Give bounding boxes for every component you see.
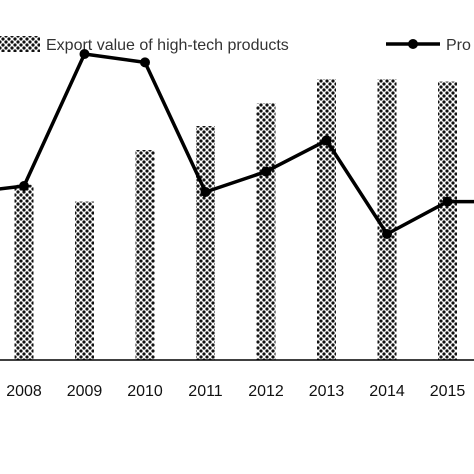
- bar-2011: [196, 126, 215, 360]
- bar-2014: [377, 79, 397, 360]
- x-tick-2012: 2012: [248, 383, 284, 400]
- x-tick-2010: 2010: [127, 383, 163, 400]
- x-tick-2011: 2011: [188, 383, 223, 400]
- line-series: [0, 49, 474, 239]
- line-point-2008: [19, 181, 29, 191]
- line-path: [0, 52, 474, 236]
- line-point-2013: [321, 135, 332, 146]
- bar-2013: [317, 79, 336, 360]
- line-point-2010: [140, 57, 150, 68]
- line-point-2012: [261, 166, 271, 177]
- x-tick-labels: 2008 2009 2010 2011 2012 2013 2014 2015: [6, 383, 465, 400]
- bar-2009: [75, 201, 94, 360]
- bar-2008: [14, 184, 34, 360]
- bar-2010: [135, 150, 155, 360]
- legend-swatch-bar: [0, 36, 40, 52]
- x-tick-2013: 2013: [309, 383, 345, 400]
- line-point-2015: [442, 196, 453, 207]
- x-tick-2009: 2009: [67, 383, 103, 400]
- legend: Export value of high-tech products Pro: [0, 36, 471, 54]
- line-point-2014: [382, 229, 392, 239]
- bar-2015: [438, 81, 457, 360]
- legend-label-line: Pro: [446, 37, 471, 54]
- line-point-2009: [79, 49, 90, 59]
- bar-2012: [256, 103, 276, 360]
- bar-series: [14, 79, 457, 360]
- x-tick-2008: 2008: [6, 383, 42, 400]
- x-tick-2014: 2014: [369, 383, 405, 400]
- x-tick-2015: 2015: [430, 383, 466, 400]
- legend-label-bar: Export value of high-tech products: [46, 37, 289, 54]
- line-point-2011: [200, 187, 211, 197]
- legend-swatch-marker: [408, 39, 418, 49]
